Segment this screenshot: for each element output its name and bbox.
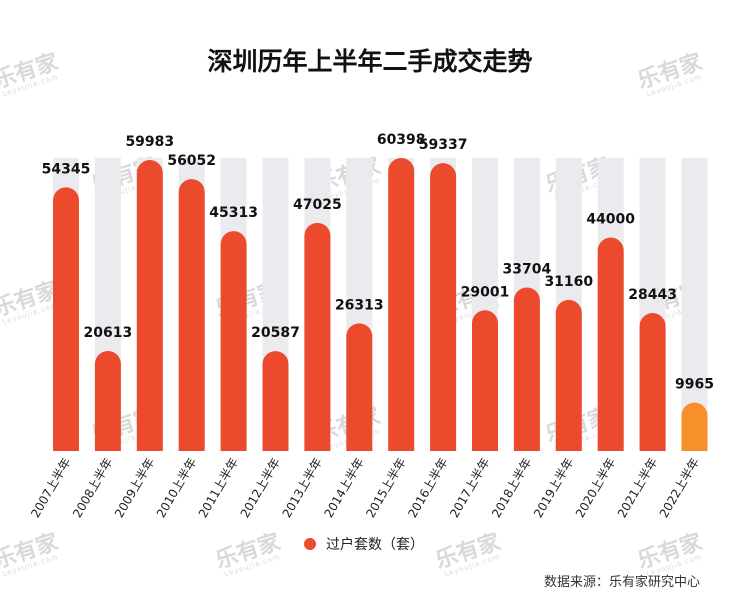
data-label: 20613 [84,325,133,341]
bars [53,158,708,451]
bar [94,351,121,451]
x-tick-label: 2019上半年 [531,456,576,521]
bar [681,402,708,451]
bar [513,287,540,451]
x-tick-label: 2018上半年 [489,456,534,521]
bar [220,231,247,451]
data-label: 44000 [586,212,635,228]
legend: 过户套数（套） [304,536,424,553]
data-label: 60398 [377,132,426,148]
source-note: 数据来源：乐有家研究中心 [544,574,700,590]
bar [136,160,163,451]
bar [262,351,289,451]
data-label: 29001 [461,284,510,300]
bar [639,313,666,451]
data-label: 20587 [251,325,300,341]
bar [53,187,79,451]
x-tick-label: 2021上半年 [615,456,660,521]
data-label: 9965 [675,377,714,393]
x-tick-label: 2012上半年 [238,456,283,521]
data-label: 54345 [42,161,91,177]
x-tick-label: 2011上半年 [196,456,241,521]
data-labels: 54345 20613 59983 56052 45313 20587 47025 26313… [42,132,714,393]
bar-track [681,158,708,451]
x-tick-label: 2010上半年 [154,456,199,521]
x-tick-label: 2007上半年 [28,456,73,521]
x-tick-label: 2009上半年 [112,456,157,521]
x-tick-label: 2014上半年 [322,456,367,521]
x-tick-label: 2022上半年 [657,456,702,521]
data-label: 56052 [167,153,216,169]
bar [472,310,498,451]
bar [178,179,205,451]
chart-title: 深圳历年上半年二手成交走势 [207,47,532,76]
x-tick-label: 2013上半年 [280,456,325,521]
bar [597,237,624,451]
bar [388,158,415,451]
bar [304,222,331,451]
data-label: 59337 [419,137,468,153]
data-label: 33704 [503,261,552,277]
bar [555,299,582,451]
x-tick-label: 2016上半年 [405,455,450,520]
data-label: 28443 [628,287,677,303]
data-label: 47025 [293,197,342,213]
bar [430,163,457,451]
data-label: 45313 [209,205,258,221]
data-label: 31160 [544,274,593,290]
x-tick-label: 2015上半年 [363,456,408,521]
x-tick-label: 2008上半年 [70,456,115,521]
x-axis-ticks: 2007上半年2008上半年2009上半年2010上半年2011上半年2012上… [28,455,702,520]
x-tick-label: 2020上半年 [573,456,618,521]
data-label: 26313 [335,297,384,313]
legend-label: 过户套数（套） [326,536,424,553]
bar [346,323,373,451]
data-label: 59983 [125,134,174,150]
x-tick-label: 2017上半年 [447,456,492,521]
legend-marker [304,538,316,550]
